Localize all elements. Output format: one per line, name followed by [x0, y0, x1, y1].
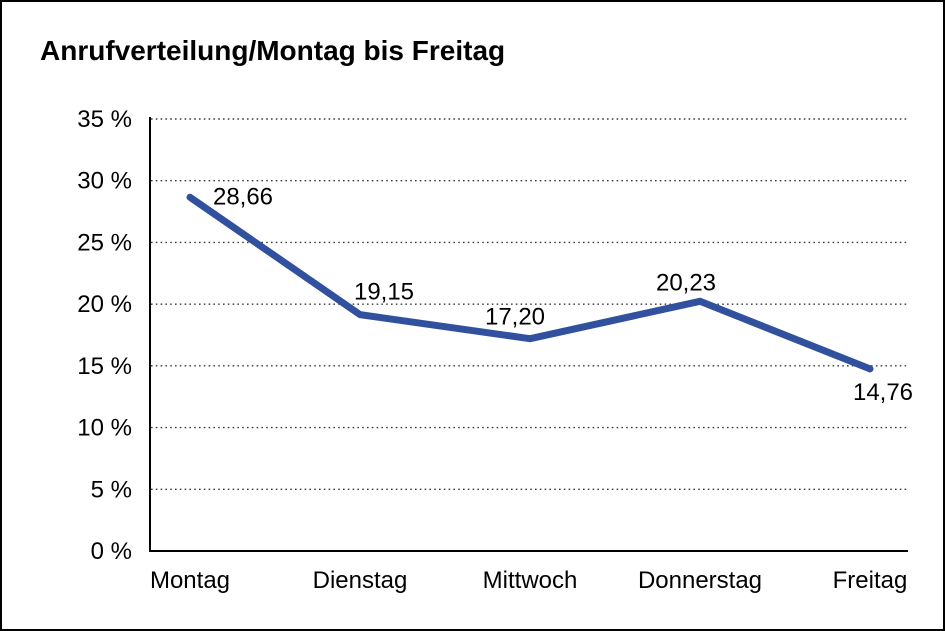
- chart-title: Anrufverteilung/Montag bis Freitag: [40, 35, 506, 66]
- y-tick-label: 5 %: [91, 476, 132, 503]
- x-category-label: Dienstag: [313, 567, 408, 594]
- data-label: 17,20: [485, 304, 545, 331]
- y-tick-label: 0 %: [91, 538, 132, 565]
- y-tick-label: 20 %: [77, 291, 132, 318]
- y-tick-label: 25 %: [77, 229, 132, 256]
- data-label: 19,15: [354, 279, 414, 306]
- y-tick-label: 35 %: [77, 106, 132, 133]
- x-category-label: Montag: [150, 567, 230, 594]
- data-label: 28,66: [213, 183, 273, 210]
- series-line: [186, 193, 874, 373]
- y-tick-label: 15 %: [77, 353, 132, 380]
- x-category-label: Donnerstag: [638, 567, 762, 594]
- data-label: 20,23: [656, 269, 716, 296]
- x-category-label: Freitag: [833, 567, 908, 594]
- y-tick-label: 30 %: [77, 168, 132, 195]
- x-category-label: Mittwoch: [483, 567, 578, 594]
- data-label: 14,76: [853, 379, 913, 406]
- y-tick-label: 10 %: [77, 415, 132, 442]
